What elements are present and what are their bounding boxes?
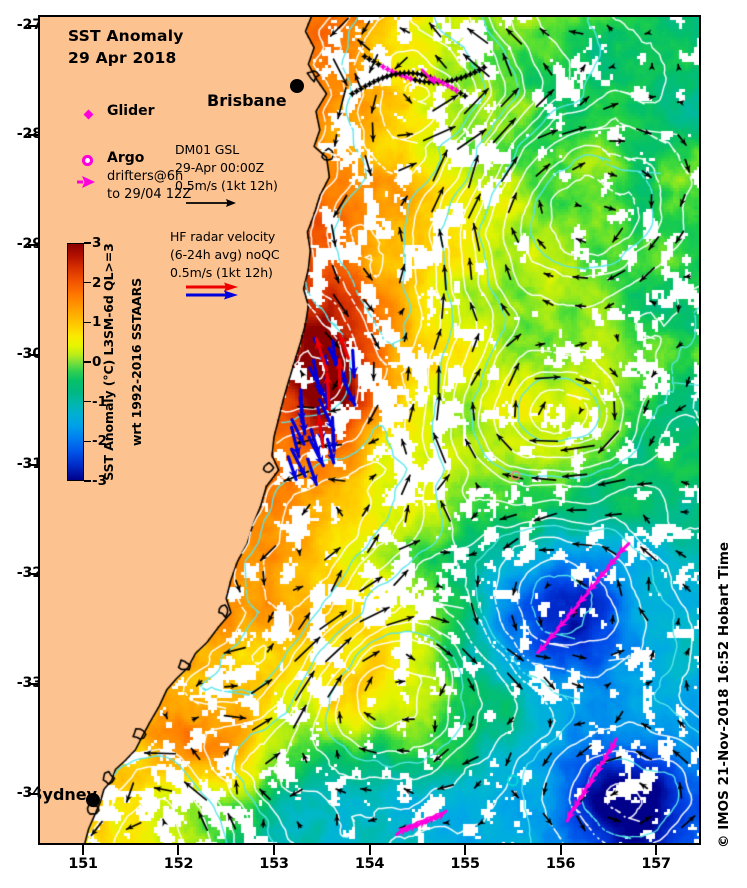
x-tick-mark [272,845,275,855]
x-tick-label: 155 [450,856,480,872]
y-tick-mark [28,573,38,576]
city-dot-brisbane [290,79,304,93]
gsl-annot-line3: 0.5m/s (1kt 12h) [175,178,278,193]
sst-anomaly-raster [40,17,699,843]
colorbar-tick-mark [84,361,91,363]
colorbar-tick-mark [84,321,91,324]
colorbar-tick-label: 1 [92,314,102,331]
gsl-annot-line2: 29-Apr 00:00Z [175,160,265,175]
colorbar [67,243,84,481]
page-title: SST Anomaly [68,27,184,45]
x-tick-mark [368,845,371,855]
legend-drifters-line1: drifters@6h [107,169,184,184]
x-tick-mark [464,845,466,855]
y-tick-mark [28,353,38,356]
page-subtitle: 29 Apr 2018 [68,49,177,67]
colorbar-tick-mark [84,242,91,244]
legend-glider-label: Glider [107,103,155,119]
gsl-scale-arrow-icon [186,199,236,207]
colorbar-tick-label: 2 [92,274,102,291]
colorbar-tick-label: -3 [92,473,107,489]
x-tick-label: 151 [68,856,98,872]
colorbar-tick-label: 3 [92,235,102,251]
hf-annot-line2: (6-24h avg) noQC [170,247,280,262]
x-tick-mark [81,845,84,855]
city-label-brisbane: Brisbane [207,91,287,110]
gsl-annot-line1: DM01 GSL [175,142,240,157]
hf-annot-line1: HF radar velocity [170,229,276,244]
city-label-sydney: Sydney [40,785,98,804]
y-tick-mark [28,463,38,466]
colorbar-tick-label: -2 [92,433,107,450]
colorbar-tick-mark [84,480,91,482]
legend-argo-label: Argo [107,150,145,166]
map-plot-area[interactable]: SST Anomaly 29 Apr 2018 Glider Argo drif… [38,15,701,845]
x-tick-label: 156 [545,856,576,872]
y-tick-mark [28,244,38,247]
argo-circle-marker [82,155,93,166]
copyright-text: © IMOS 21-Nov-2018 16:52 Hobart Time [716,541,732,848]
x-tick-label: 152 [163,856,194,872]
y-tick-mark [28,792,38,795]
y-tick-mark [28,682,38,685]
hf-scale-arrows-icon [186,282,238,300]
x-tick-mark [655,845,658,855]
y-tick-mark [28,24,38,27]
city-dot-sydney [86,793,100,807]
x-tick-label: 157 [641,856,671,872]
colorbar-tick-mark [84,440,91,443]
x-tick-mark [559,845,562,855]
drifter-arrow-marker [77,176,95,188]
hf-annot-line3: 0.5m/s (1kt 12h) [170,265,273,280]
colorbar-tick-mark [84,281,91,284]
x-tick-mark [177,845,180,855]
colorbar-tick-mark [84,400,91,403]
copyright-notice: © IMOS 21-Nov-2018 16:52 Hobart Time [713,542,732,848]
colorbar-tick-label: -1 [92,393,107,410]
x-tick-label: 154 [354,856,385,872]
y-tick-mark [28,134,38,137]
legend-drifters-line2: to 29/04 12Z [107,187,192,202]
x-tick-label: 153 [259,856,289,872]
colorbar-tick-label: 0 [92,354,102,370]
